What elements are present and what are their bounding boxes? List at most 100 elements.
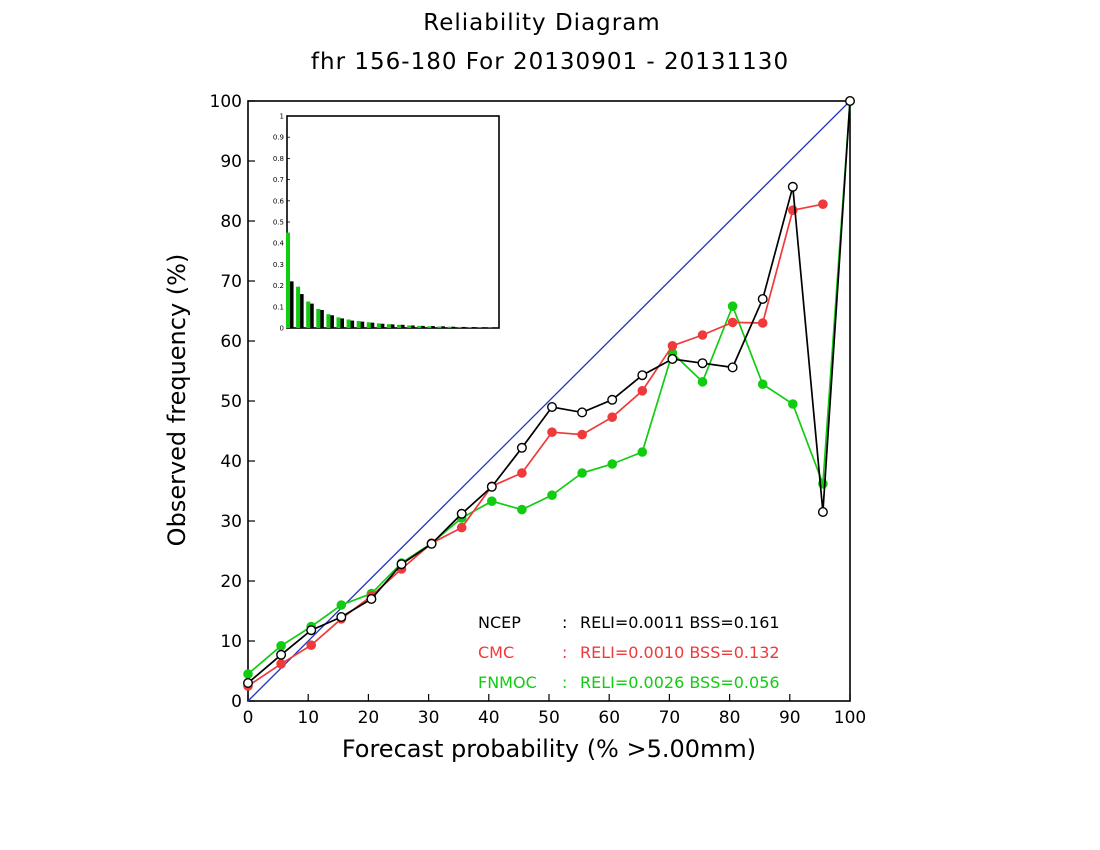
inset-bar-fnmoc (457, 326, 462, 328)
series-line-cmc (247, 203, 824, 687)
inset-histogram: 0 0.1 0.2 0.3 0.4 0.5 0.6 0.7 0.8 0.9 1 (273, 113, 500, 333)
x-tick-label: 80 (719, 708, 741, 728)
inset-y-tick-label: 0.3 (273, 261, 284, 269)
x-tick-label: 10 (297, 708, 319, 728)
inset-y-tick-label: 0.7 (273, 176, 284, 184)
data-point-ncep (637, 370, 648, 381)
data-point-ncep (396, 559, 407, 570)
inset-bar-ncep (420, 325, 425, 328)
inset-bar-ncep (400, 324, 405, 328)
plot-area: 0 10 20 30 40 50 60 70 80 90 100010203040506070809… (210, 92, 867, 728)
data-point-fnmoc (757, 379, 768, 390)
perfect-reliability-line (247, 100, 851, 702)
data-point-ncep (727, 362, 738, 373)
x-tick-label: 60 (598, 708, 620, 728)
inset-bar-fnmoc (336, 317, 341, 328)
y-tick-label: 30 (220, 512, 242, 532)
data-point-ncep (366, 594, 377, 605)
data-point-cmc (818, 199, 828, 209)
data-point-ncep (787, 181, 798, 192)
y-tick-label: 50 (220, 392, 242, 412)
legend-separator-fnmoc: : (562, 673, 567, 692)
y-tick-label: 60 (220, 332, 242, 352)
x-tick-label: 70 (659, 708, 681, 728)
inset-bar-fnmoc (477, 327, 482, 328)
inset-bar-ncep (329, 315, 334, 328)
inset-bar-fnmoc (417, 325, 422, 328)
inset-bar-ncep (440, 326, 445, 328)
y-tick-label: 0 (231, 692, 242, 712)
inset-bar-fnmoc (437, 326, 442, 328)
data-point-fnmoc (517, 504, 527, 515)
chart-title: Reliability Diagram (423, 10, 660, 36)
data-point-fnmoc (727, 301, 738, 312)
data-point-ncep (426, 538, 437, 549)
legend-stats-ncep: RELI=0.0011 BSS=0.161 (580, 613, 780, 632)
x-tick-label: 100 (834, 708, 866, 728)
data-point-fnmoc (276, 641, 286, 651)
y-tick-label: 20 (220, 572, 242, 592)
data-point-ncep (845, 95, 856, 106)
data-point-fnmoc (697, 377, 708, 387)
inset-bar-fnmoc (316, 308, 321, 328)
inset-bar-ncep (481, 327, 486, 328)
inset-bar-ncep (350, 320, 355, 328)
data-point-fnmoc (788, 399, 798, 409)
y-tick-label: 10 (220, 632, 242, 652)
legend-stats-cmc: RELI=0.0010 BSS=0.132 (580, 643, 780, 662)
inset-bar-fnmoc (356, 321, 361, 328)
inset-bar-fnmoc (407, 325, 412, 328)
inset-bar-ncep (461, 326, 466, 328)
inset-bar-fnmoc (447, 326, 452, 328)
inset-frame (286, 115, 500, 329)
inset-y-tick-label: 0.9 (273, 134, 284, 142)
y-tick-label: 80 (220, 212, 242, 232)
inset-y-tick-label: 0.6 (273, 197, 285, 205)
data-point-fnmoc (487, 496, 497, 507)
data-point-fnmoc (577, 468, 587, 478)
data-point-cmc (607, 412, 618, 423)
inset-y-tick-label: 1 (280, 113, 284, 121)
data-point-cmc (577, 429, 587, 440)
data-point-ncep (242, 678, 253, 689)
legend-separator-ncep: : (562, 613, 567, 632)
legend-stats-fnmoc: RELI=0.0026 BSS=0.056 (580, 673, 780, 692)
inset-bar-fnmoc (427, 326, 432, 328)
legend: NCEP: RELI=0.0011 BSS=0.161 CMC: RELI=0.001… (478, 613, 780, 692)
inset-y-tick-label: 0 (280, 325, 284, 333)
inset-bar-ncep (339, 318, 345, 328)
data-point-ncep (667, 354, 678, 365)
chart-subtitle: fhr 156-180 For 20130901 - 20131130 (311, 49, 789, 75)
data-point-fnmoc (637, 447, 648, 457)
data-point-ncep (577, 407, 588, 418)
data-point-ncep (486, 481, 497, 492)
inset-bar-ncep (451, 326, 456, 328)
x-tick-label: 50 (538, 708, 560, 728)
legend-name-cmc: CMC (478, 643, 514, 662)
inset-bar-ncep (289, 281, 294, 328)
inset-bar-fnmoc (326, 314, 331, 328)
inset-bar-ncep (390, 324, 395, 328)
inset-y-tick-label: 0.5 (273, 219, 284, 227)
inset-bar-ncep (430, 326, 435, 328)
inset-bar-ncep (309, 303, 314, 328)
data-point-cmc (727, 317, 738, 328)
data-point-ncep (607, 394, 618, 405)
inset-bar-ncep (471, 327, 476, 328)
inset-bar-ncep (491, 327, 496, 329)
inset-y-tick-label: 0.2 (273, 282, 284, 290)
inset-bar-fnmoc (487, 327, 492, 329)
inset-bar-fnmoc (346, 319, 351, 328)
data-point-fnmoc (547, 490, 557, 501)
x-tick-label: 30 (418, 708, 440, 728)
inset-bar-fnmoc (397, 324, 402, 328)
inset-y-tick-label: 0.4 (273, 240, 285, 248)
legend-name-ncep: NCEP (478, 613, 521, 632)
data-point-ncep (697, 358, 708, 369)
data-point-cmc (306, 640, 317, 651)
data-point-ncep (456, 508, 467, 519)
x-axis-label: Forecast probability (% >5.00mm) (342, 735, 756, 763)
inset-bar-ncep (360, 321, 365, 328)
data-point-ncep (306, 625, 317, 636)
